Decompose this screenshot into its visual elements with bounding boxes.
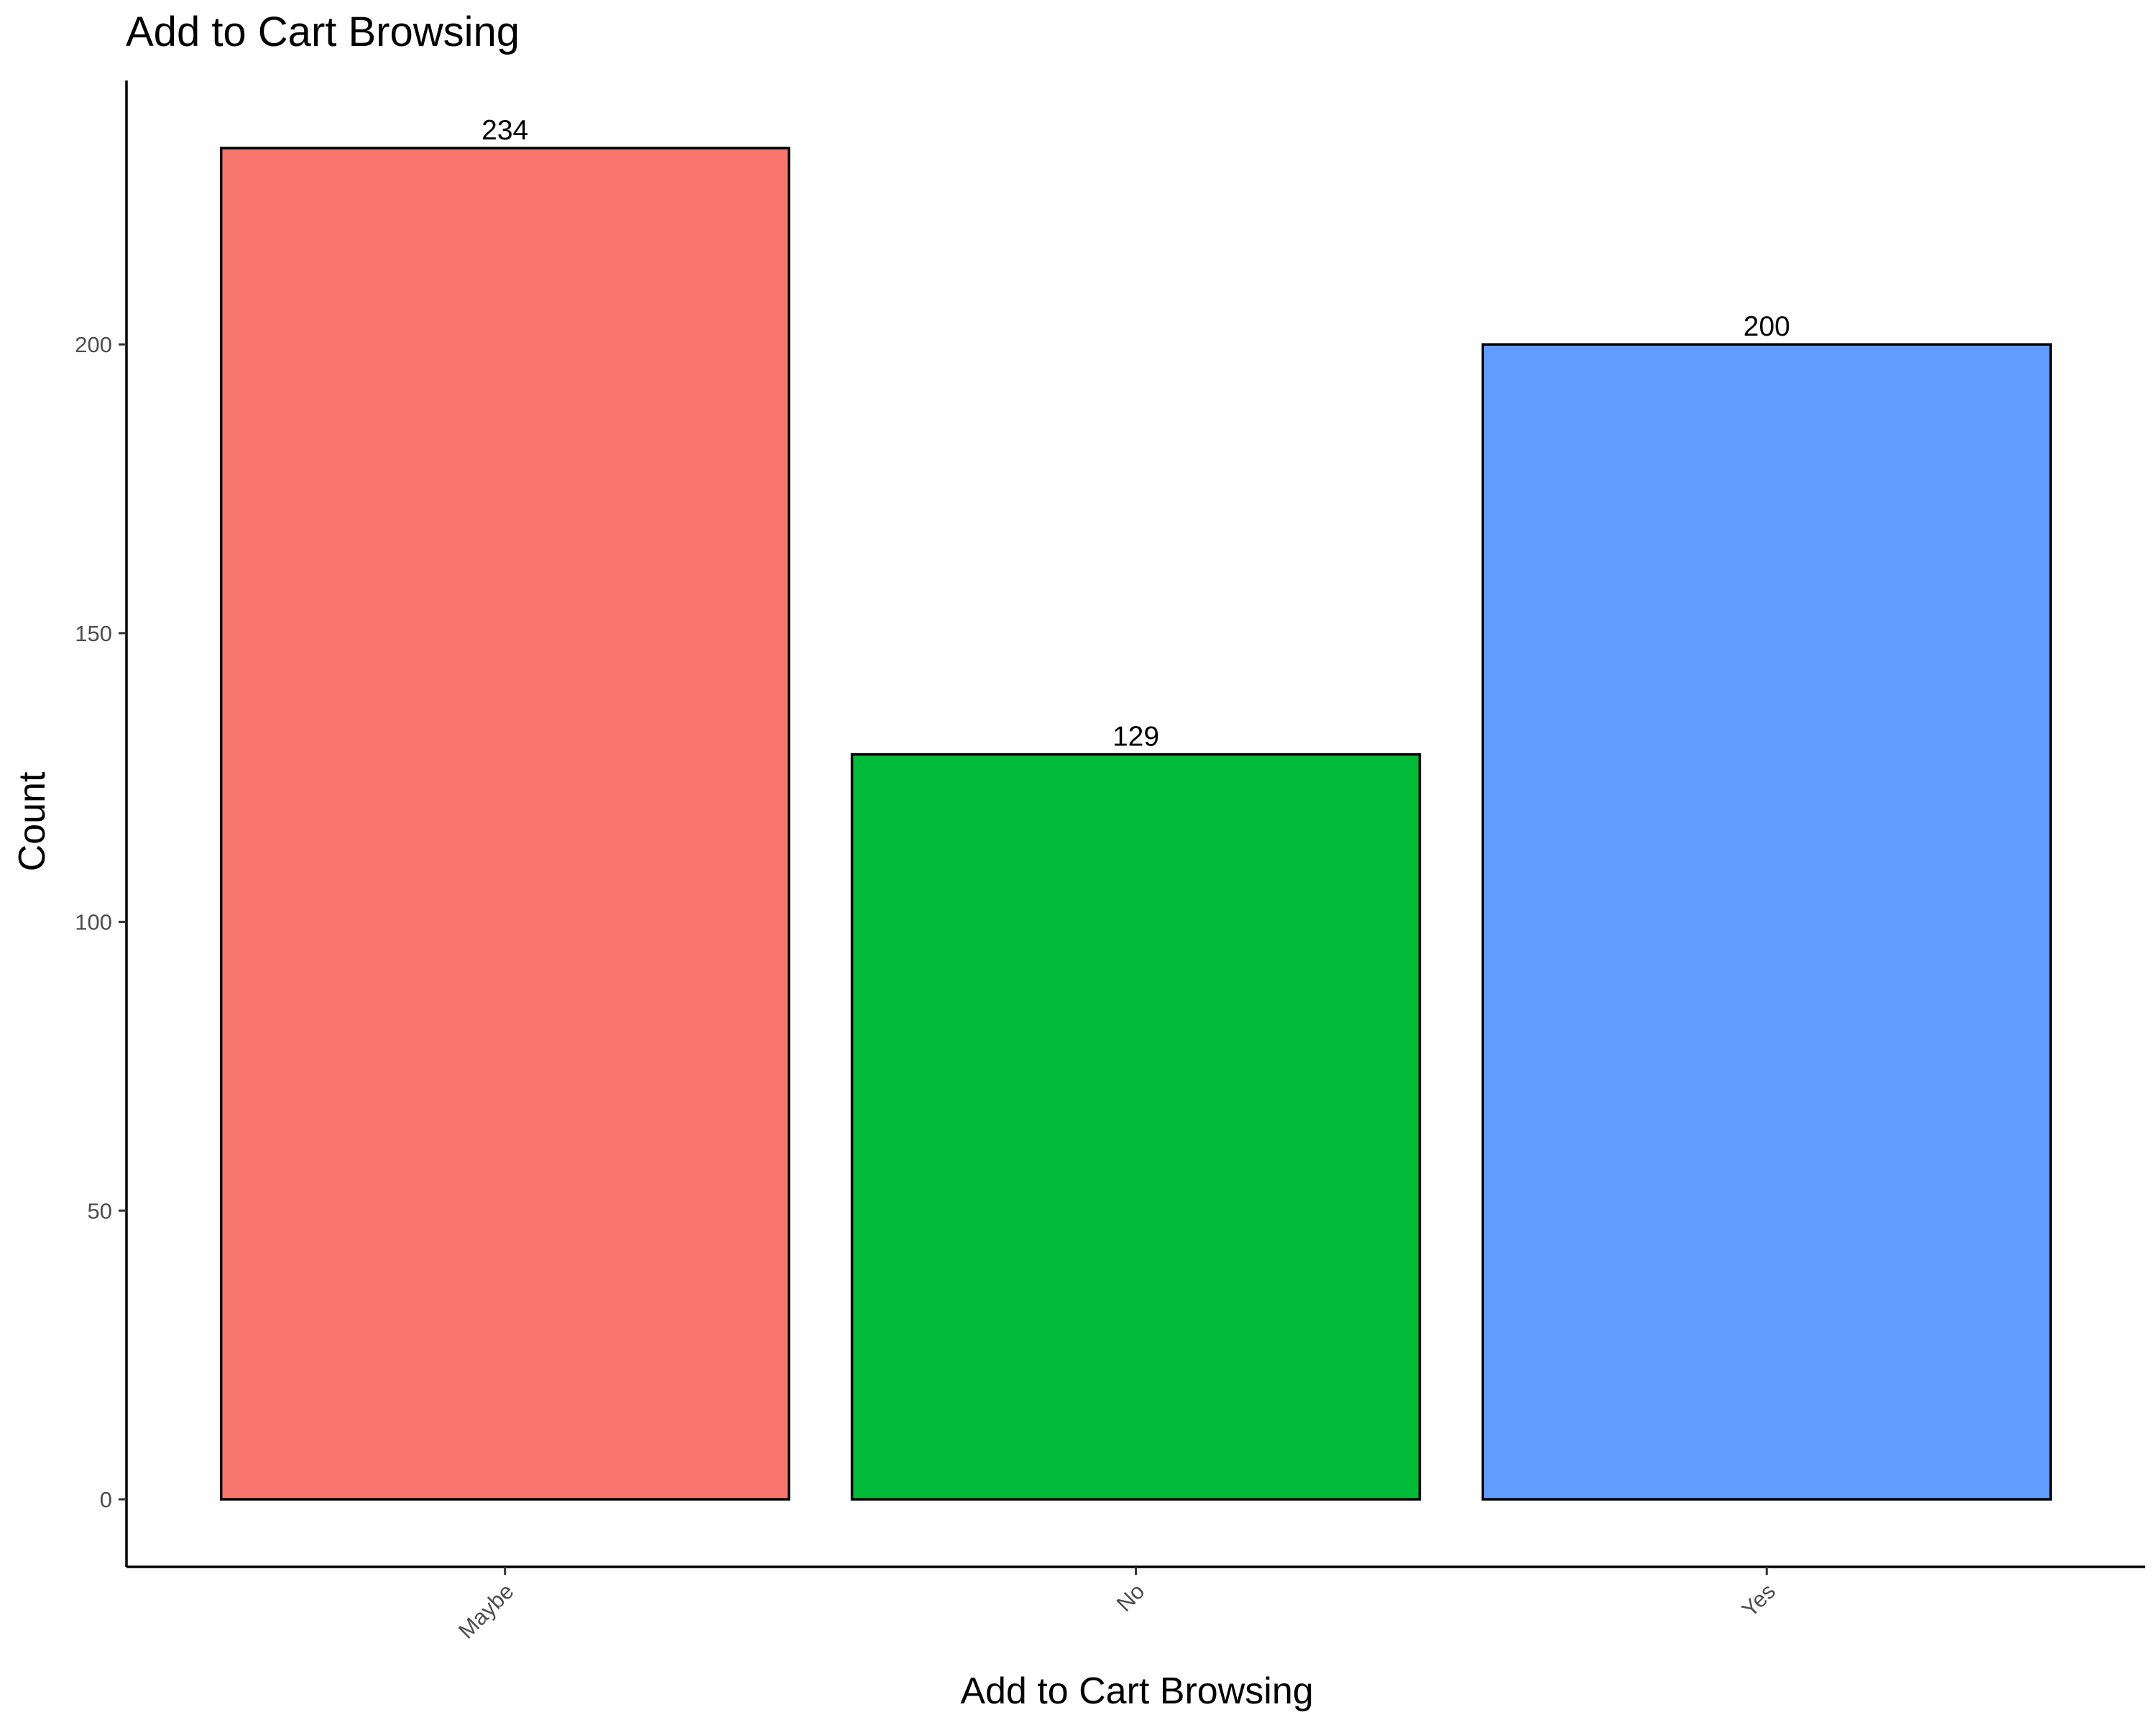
data-label-maybe: 234 (482, 115, 528, 146)
x-tick-label-no: No (1112, 1578, 1150, 1616)
y-tick-label: 100 (75, 910, 112, 935)
y-axis-title: Count (11, 771, 53, 871)
y-tick-label: 50 (88, 1198, 112, 1223)
x-tick-label-maybe: Maybe (453, 1578, 519, 1644)
y-tick-label: 0 (100, 1487, 112, 1512)
y-tick-label: 150 (75, 621, 112, 646)
x-axis-title: Add to Cart Browsing (960, 1670, 1313, 1712)
bar-no (850, 753, 1422, 1501)
bar-maybe (219, 147, 791, 1501)
bar-yes (1481, 343, 2053, 1501)
chart-title: Add to Cart Browsing (126, 9, 520, 55)
plot-area: 234 129 200 0 50 100 150 200 Maybe No Yes (75, 80, 2145, 1644)
y-tick-label: 200 (75, 332, 112, 357)
data-label-no: 129 (1112, 722, 1159, 753)
data-label-yes: 200 (1743, 311, 1790, 342)
x-tick-label-yes: Yes (1737, 1578, 1781, 1622)
